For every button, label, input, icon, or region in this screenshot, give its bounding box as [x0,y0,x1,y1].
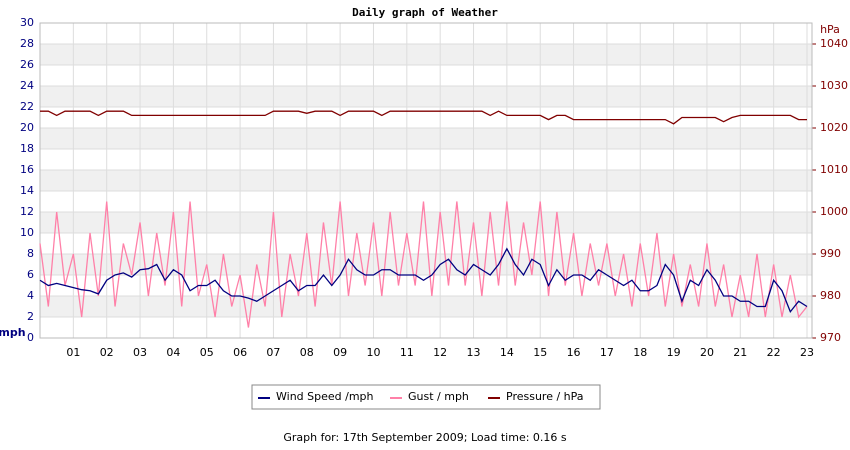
y-tick-label: 10 [20,226,34,239]
series-line [39,201,808,328]
x-tick-label: 13 [467,346,481,359]
y2-tick-label: 970 [820,331,841,344]
y2-tick-label: 1030 [820,79,848,92]
y2-unit: hPa [820,23,840,36]
x-tick-label: 06 [233,346,247,359]
y-tick-label: 16 [20,163,34,176]
x-tick-label: 23 [800,346,814,359]
series-line [40,110,807,125]
x-tick-label: 07 [266,346,280,359]
x-tick-label: 16 [567,346,581,359]
x-tick-label: 18 [633,346,647,359]
y2-tick-label: 980 [820,289,841,302]
x-tick-label: 02 [100,346,114,359]
y-tick-label: 12 [20,205,34,218]
plot-frame [39,22,813,339]
y-tick-label: 14 [20,184,34,197]
y2-tick-label: 1010 [820,163,848,176]
legend-label: Gust / mph [408,390,469,403]
y-tick-label: 6 [27,268,34,281]
y-tick-label: 28 [20,37,34,50]
grid-band [40,296,812,317]
legend-label: Pressure / hPa [506,390,584,403]
x-tick-label: 19 [667,346,681,359]
grid-band [40,44,812,65]
x-tick-label: 22 [767,346,781,359]
x-tick-label: 04 [166,346,180,359]
y-tick-label: 4 [27,289,34,302]
x-tick-label: 15 [533,346,547,359]
series-line [39,247,808,314]
y2-tick-label: 990 [820,247,841,260]
grid-band [40,86,812,107]
x-tick-label: 17 [600,346,614,359]
y2-tick-label: 1020 [820,121,848,134]
x-tick-label: 09 [333,346,347,359]
y-tick-label: 30 [20,16,34,29]
y2-tick-label: 1000 [820,205,848,218]
y-tick-label: 0 [27,331,34,344]
y-tick-label: 18 [20,142,34,155]
x-tick-label: 10 [366,346,380,359]
y-tick-label: 2 [27,310,34,323]
x-tick-label: 12 [433,346,447,359]
y-tick-label: 8 [27,247,34,260]
x-tick-label: 14 [500,346,514,359]
x-tick-label: 08 [300,346,314,359]
footer: Graph for: 17th September 2009; Load tim… [283,431,567,444]
y-tick-label: 24 [20,79,34,92]
y-tick-label: 20 [20,121,34,134]
y-tick-label: 22 [20,100,34,113]
legend-label: Wind Speed /mph [276,390,374,403]
grid-band [40,170,812,191]
y2-tick-label: 1040 [820,37,848,50]
grid-band [40,128,812,149]
y-tick-label: 26 [20,58,34,71]
x-tick-label: 01 [66,346,80,359]
chart-title: Daily graph of Weather [352,6,498,19]
grid-band [40,254,812,275]
y-unit: mph [0,326,26,339]
x-tick-label: 11 [400,346,414,359]
x-tick-label: 21 [733,346,747,359]
legend-box [251,384,601,410]
x-tick-label: 05 [200,346,214,359]
x-tick-label: 03 [133,346,147,359]
x-tick-label: 20 [700,346,714,359]
